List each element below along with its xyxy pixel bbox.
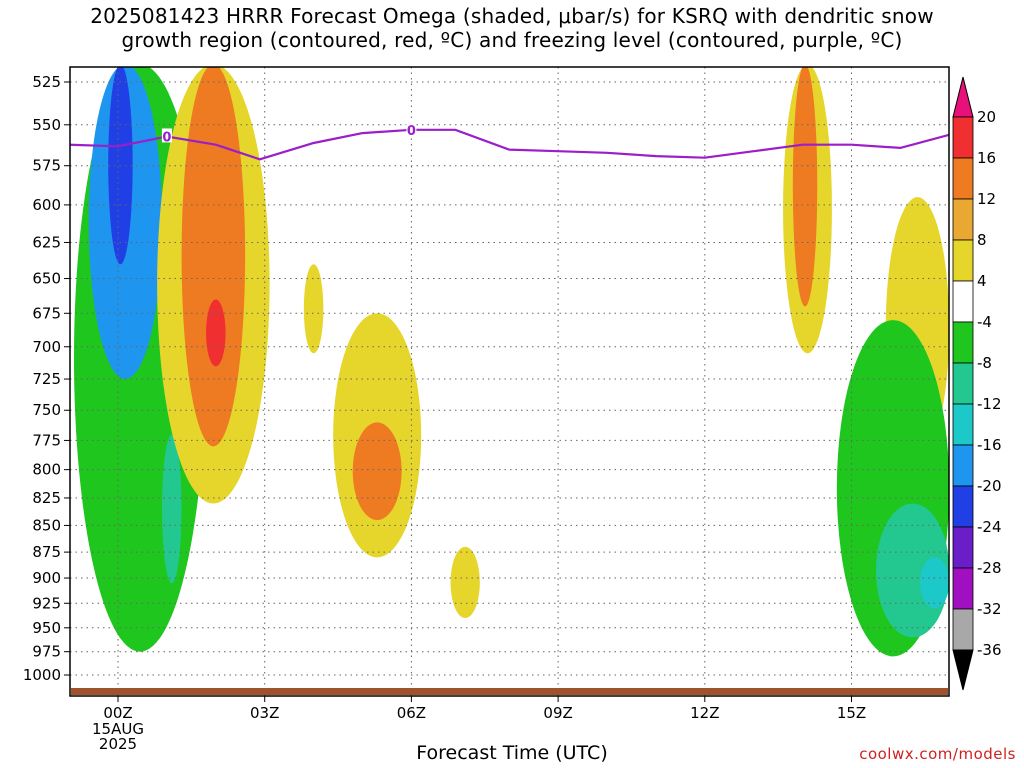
y-tick-label: 800: [32, 461, 61, 479]
y-tick-label: 850: [32, 516, 61, 534]
colorbar-label: -8: [977, 354, 992, 372]
omega-shading: [74, 67, 949, 657]
colorbar-bin: [952, 444, 974, 487]
colorbar-bin: [952, 608, 974, 651]
title-line-1: 2025081423 HRRR Forecast Omega (shaded, …: [90, 4, 934, 28]
x-tick-label: 15Z: [837, 704, 866, 722]
colorbar-label: -32: [977, 600, 1002, 618]
y-tick-label: 650: [32, 270, 61, 288]
y-tick-label: 900: [32, 569, 61, 587]
x-tick-label: 06Z: [397, 704, 426, 722]
y-tick-label: 525: [32, 73, 61, 91]
y-tick-label: 950: [32, 619, 61, 637]
colorbar-label: -12: [977, 395, 1002, 413]
omega-region-yellow-10: [450, 546, 480, 619]
freezing-level-line: [70, 128, 949, 161]
colorbar-label: -24: [977, 518, 1002, 536]
omega-region-yellow-7: [303, 264, 324, 354]
freezing-label-bg: [406, 121, 417, 136]
y-axis: 525 550 575 600 625 650 675 700 725 750 775 800 825 8…: [23, 73, 70, 684]
y-tick-label: 825: [32, 489, 61, 507]
y-tick-label: 550: [32, 116, 61, 134]
colorbar-bin: [952, 321, 974, 364]
colorbar-bin: [952, 362, 974, 405]
omega-region-orange-9: [352, 422, 402, 521]
x-tick-label: 09Z: [543, 704, 572, 722]
colorbar-bin: [952, 239, 974, 282]
y-tick-label: 750: [32, 401, 61, 419]
x-tick-label: 00Z: [103, 704, 132, 722]
y-tick-label: 1000: [23, 666, 61, 684]
colorbar: 20 16 12 8 4 -4 -8 -12 -16 -20 -24 -28 -32 -36: [952, 76, 1002, 691]
y-tick-label: 925: [32, 594, 61, 612]
ground-strip: [71, 688, 948, 695]
omega-region-teal-1: [162, 434, 182, 584]
x-axis-title: Forecast Time (UTC): [416, 742, 608, 764]
freezing-label-bg: [161, 128, 172, 143]
colorbar-bin: [952, 567, 974, 610]
y-tick-label: 700: [32, 338, 61, 356]
colorbar-label: 4: [977, 272, 987, 290]
colorbar-label: 16: [977, 149, 996, 167]
y-tick-label: 675: [32, 304, 61, 322]
freezing-level-label: 0: [162, 130, 171, 145]
colorbar-top-arrow: [952, 76, 974, 118]
colorbar-bin: [952, 526, 974, 569]
colorbar-label: -4: [977, 313, 992, 331]
colorbar-bin: [952, 485, 974, 528]
gridlines: [70, 67, 949, 696]
y-tick-label: 625: [32, 233, 61, 251]
y-tick-label: 725: [32, 370, 61, 388]
colorbar-bin: [952, 116, 974, 159]
colorbar-bin: [952, 280, 974, 323]
omega-region-red-6: [206, 299, 226, 367]
x-date-label: 2025: [99, 735, 137, 753]
x-tick-label: 03Z: [250, 704, 279, 722]
colorbar-label: -36: [977, 641, 1002, 659]
y-tick-label: 600: [32, 196, 61, 214]
plot-frame: [69, 66, 950, 697]
y-tick-label: 775: [32, 431, 61, 449]
colorbar-label: -16: [977, 436, 1002, 454]
colorbar-bin: [952, 157, 974, 200]
y-tick-label: 875: [32, 543, 61, 561]
colorbar-label: -28: [977, 559, 1002, 577]
y-tick-label: 575: [32, 157, 61, 175]
colorbar-label: 20: [977, 108, 996, 126]
freezing-level-label: 0: [407, 124, 416, 139]
omega-region-dark-blue-3: [108, 67, 133, 265]
site-credit: coolwx.com/models: [859, 745, 1016, 763]
omega-region-orange-12: [792, 67, 818, 307]
y-tick-label: 975: [32, 643, 61, 661]
omega-region-orange-5: [181, 67, 246, 447]
title-line-2: growth region (contoured, red, ºC) and f…: [121, 28, 903, 52]
ground-layer: [71, 688, 948, 695]
colorbar-label: -20: [977, 477, 1002, 495]
colorbar-bottom-arrow: [952, 649, 974, 691]
colorbar-bin: [952, 198, 974, 241]
colorbar-label: 8: [977, 231, 987, 249]
colorbar-label: 12: [977, 190, 996, 208]
x-tick-label: 12Z: [690, 704, 719, 722]
colorbar-bin: [952, 403, 974, 446]
chart-title: 2025081423 HRRR Forecast Omega (shaded, …: [0, 4, 1024, 52]
omega-region-cyan-16: [919, 557, 949, 609]
x-date-label: 15AUG: [92, 720, 144, 738]
